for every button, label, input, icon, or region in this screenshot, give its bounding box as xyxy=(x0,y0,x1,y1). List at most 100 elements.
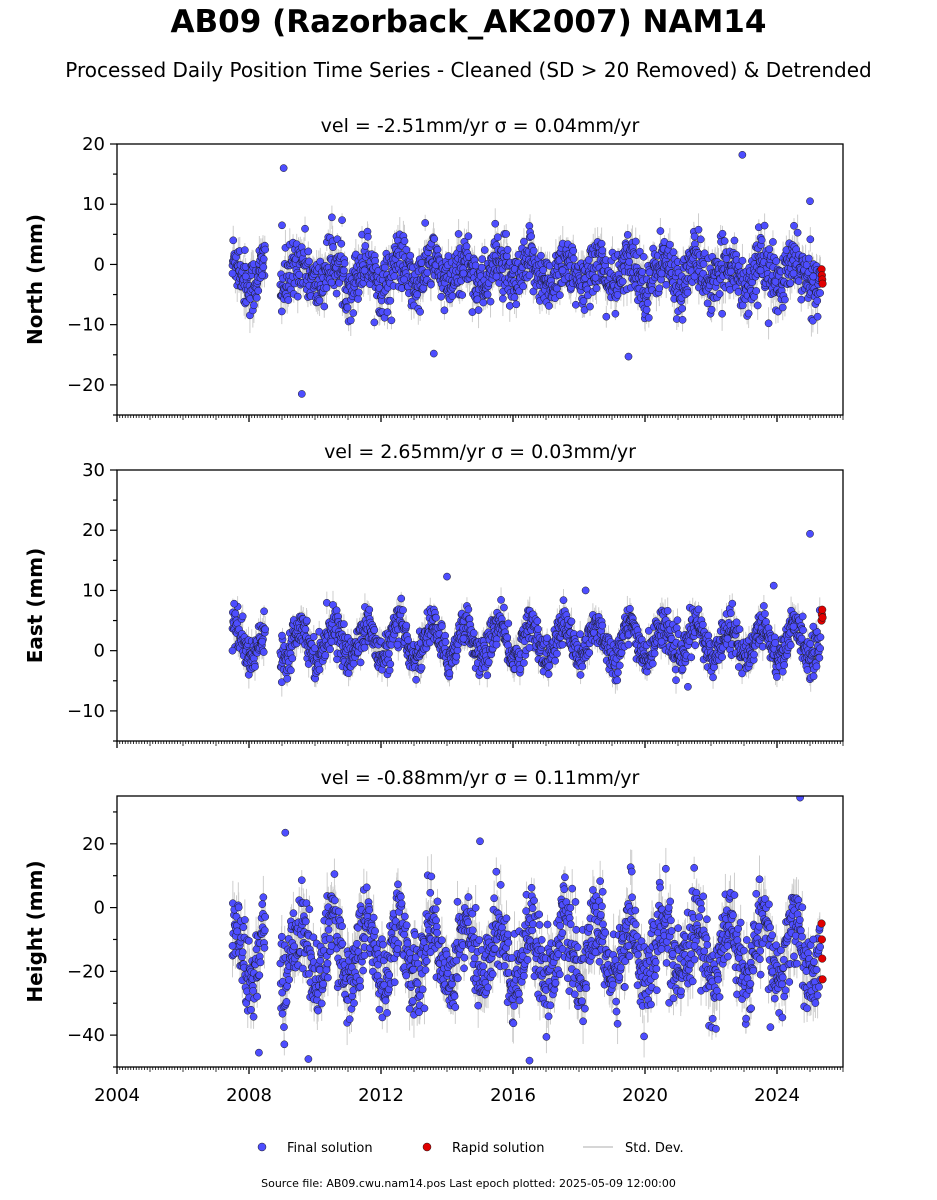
final-point xyxy=(537,251,545,260)
y-tick-label: 10 xyxy=(82,194,105,215)
final-point xyxy=(335,279,344,287)
y-axis-label: East (mm) xyxy=(23,548,47,664)
final-point xyxy=(545,302,553,310)
final-point xyxy=(738,150,747,159)
final-point xyxy=(678,304,687,313)
final-point xyxy=(769,238,777,246)
final-point xyxy=(454,230,463,238)
final-point xyxy=(757,236,766,244)
final-point xyxy=(683,288,692,297)
final-point xyxy=(503,245,512,254)
final-point xyxy=(370,318,379,327)
final-point xyxy=(400,237,409,245)
final-point xyxy=(662,280,671,289)
final-point xyxy=(793,228,802,237)
final-point xyxy=(254,286,263,295)
final-point xyxy=(462,242,471,251)
panel-title: vel = 2.65mm/yr σ = 0.03mm/yr xyxy=(324,441,636,463)
final-point xyxy=(458,291,467,299)
final-point xyxy=(613,291,622,299)
final-point xyxy=(477,263,486,272)
final-point xyxy=(293,292,302,301)
final-point xyxy=(473,295,482,304)
chart-title: AB09 (Razorback_AK2007) NAM14 xyxy=(170,4,767,40)
final-point xyxy=(429,349,438,358)
final-point xyxy=(553,284,561,293)
final-point xyxy=(813,296,822,305)
final-point xyxy=(328,213,336,222)
final-point xyxy=(430,235,439,243)
final-point xyxy=(240,246,249,254)
final-point xyxy=(790,221,798,230)
final-point xyxy=(760,221,769,230)
final-point xyxy=(503,252,511,260)
final-point xyxy=(558,266,567,275)
final-point xyxy=(520,237,528,246)
final-point xyxy=(579,297,588,305)
final-point xyxy=(718,229,727,238)
rapid-point xyxy=(818,279,827,288)
final-point xyxy=(478,255,487,263)
rapid-solution-points xyxy=(817,265,827,288)
final-point xyxy=(764,319,773,328)
final-point xyxy=(797,295,806,304)
final-point xyxy=(744,309,753,318)
final-point xyxy=(261,245,270,254)
final-point xyxy=(753,301,762,310)
final-point xyxy=(623,231,632,239)
final-point xyxy=(343,303,352,312)
final-point xyxy=(305,257,313,266)
final-point xyxy=(320,302,329,311)
final-point xyxy=(707,305,716,314)
final-point xyxy=(690,272,699,281)
final-point xyxy=(569,254,578,263)
final-point xyxy=(413,290,422,299)
final-point xyxy=(440,306,449,315)
final-point xyxy=(624,352,633,361)
final-point xyxy=(360,266,369,275)
final-point xyxy=(669,248,678,257)
y-tick-label: −10 xyxy=(67,315,105,336)
final-point xyxy=(602,312,611,321)
final-point xyxy=(322,284,331,292)
final-point xyxy=(805,254,813,263)
final-point xyxy=(229,236,238,245)
final-point xyxy=(639,253,648,261)
final-point xyxy=(642,306,651,314)
final-point xyxy=(493,233,502,242)
final-point xyxy=(556,291,564,299)
final-point xyxy=(315,296,324,305)
final-point xyxy=(715,290,724,298)
y-tick-label: 0 xyxy=(94,254,105,275)
final-point xyxy=(427,280,435,289)
final-point xyxy=(592,284,601,293)
final-point xyxy=(258,271,267,280)
final-point xyxy=(448,292,457,301)
final-point xyxy=(580,306,589,314)
final-point xyxy=(789,269,798,278)
final-point xyxy=(338,216,346,224)
final-point xyxy=(492,272,501,281)
final-point xyxy=(406,251,415,260)
final-point xyxy=(304,247,313,256)
final-point xyxy=(618,277,627,286)
final-point xyxy=(635,247,644,256)
final-point xyxy=(474,306,483,314)
final-point xyxy=(381,263,389,272)
y-tick-label: −20 xyxy=(67,375,105,396)
final-point xyxy=(400,275,408,284)
final-point xyxy=(644,313,653,322)
final-point xyxy=(416,307,424,316)
final-point xyxy=(383,308,392,316)
final-point xyxy=(486,297,495,306)
final-point xyxy=(421,219,430,227)
final-point xyxy=(813,312,822,321)
final-point xyxy=(794,277,803,285)
final-point xyxy=(340,259,349,268)
final-point xyxy=(597,239,606,248)
final-point xyxy=(638,268,647,276)
final-point xyxy=(598,246,607,255)
y-tick-label: 20 xyxy=(82,134,105,155)
final-point xyxy=(655,284,664,293)
